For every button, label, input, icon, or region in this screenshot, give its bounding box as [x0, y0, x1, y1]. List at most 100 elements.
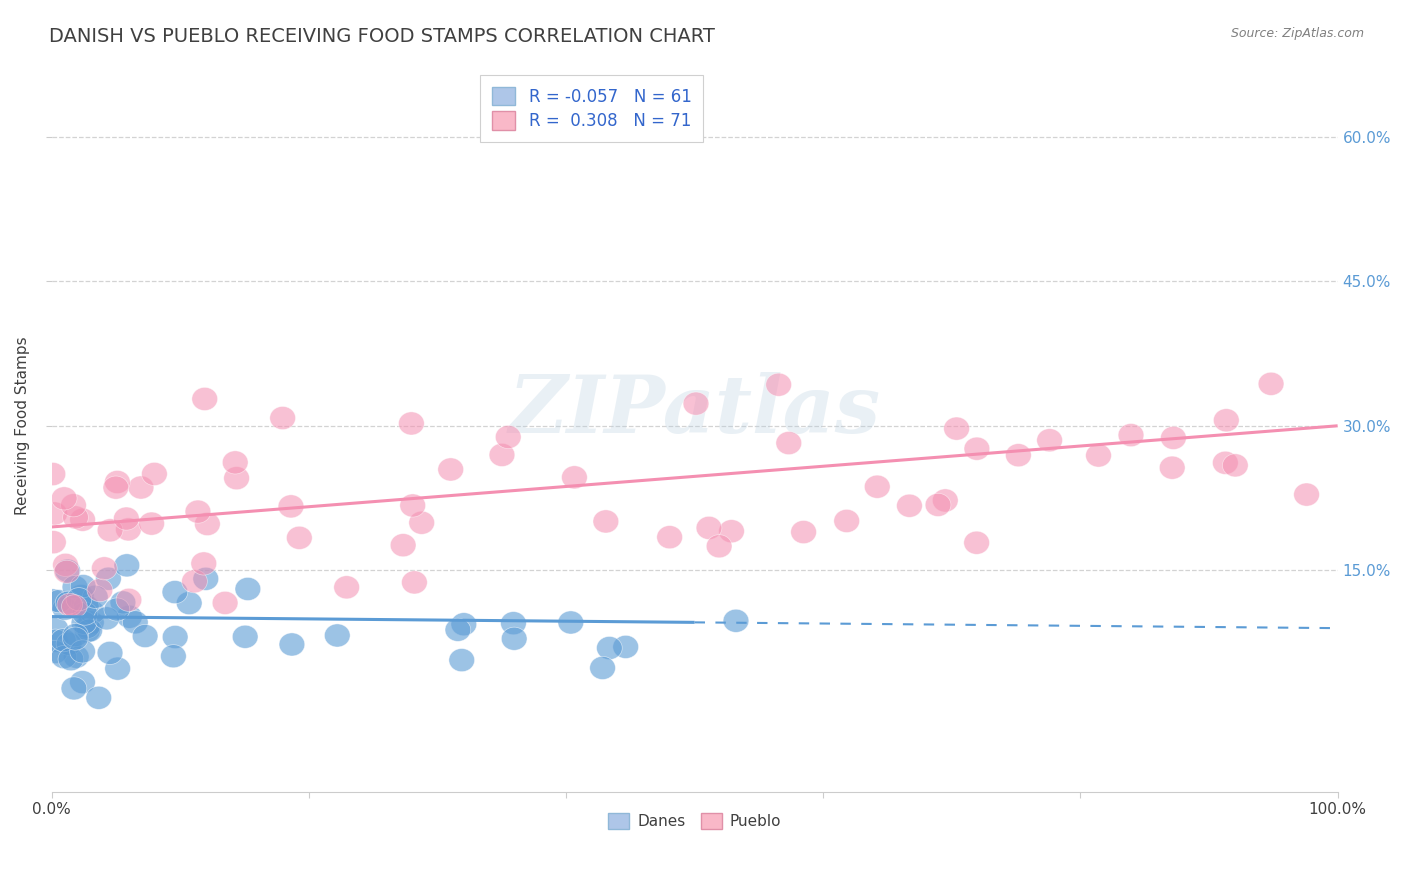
Ellipse shape [114, 554, 139, 577]
Ellipse shape [965, 437, 990, 460]
Ellipse shape [162, 581, 188, 604]
Ellipse shape [1160, 456, 1185, 479]
Ellipse shape [91, 557, 117, 580]
Ellipse shape [718, 520, 744, 543]
Ellipse shape [97, 641, 122, 665]
Ellipse shape [176, 591, 202, 615]
Ellipse shape [398, 412, 425, 435]
Ellipse shape [42, 629, 69, 652]
Ellipse shape [66, 588, 91, 611]
Ellipse shape [278, 633, 305, 656]
Ellipse shape [97, 519, 122, 541]
Ellipse shape [73, 595, 98, 618]
Ellipse shape [657, 525, 682, 549]
Ellipse shape [75, 615, 100, 639]
Ellipse shape [325, 624, 350, 647]
Ellipse shape [105, 657, 131, 681]
Ellipse shape [52, 597, 77, 620]
Ellipse shape [55, 591, 82, 615]
Ellipse shape [117, 605, 142, 628]
Ellipse shape [42, 640, 67, 664]
Ellipse shape [399, 494, 426, 517]
Ellipse shape [60, 493, 86, 516]
Ellipse shape [63, 624, 89, 647]
Ellipse shape [128, 476, 153, 499]
Ellipse shape [589, 657, 616, 680]
Ellipse shape [72, 611, 97, 634]
Ellipse shape [451, 613, 477, 636]
Ellipse shape [115, 517, 141, 541]
Ellipse shape [80, 601, 105, 624]
Ellipse shape [489, 443, 515, 467]
Ellipse shape [87, 579, 112, 602]
Ellipse shape [70, 508, 96, 532]
Ellipse shape [446, 618, 471, 641]
Ellipse shape [51, 646, 77, 669]
Ellipse shape [683, 392, 709, 415]
Ellipse shape [1258, 372, 1284, 395]
Text: ZIPatlas: ZIPatlas [509, 372, 880, 450]
Ellipse shape [224, 467, 249, 490]
Ellipse shape [561, 466, 588, 489]
Ellipse shape [776, 432, 801, 455]
Ellipse shape [191, 387, 218, 410]
Ellipse shape [1294, 483, 1319, 506]
Ellipse shape [501, 612, 526, 635]
Ellipse shape [41, 531, 66, 554]
Ellipse shape [63, 506, 89, 529]
Ellipse shape [142, 462, 167, 485]
Y-axis label: Receiving Food Stamps: Receiving Food Stamps [15, 336, 30, 515]
Ellipse shape [593, 510, 619, 533]
Ellipse shape [1118, 424, 1144, 447]
Ellipse shape [39, 462, 66, 485]
Ellipse shape [63, 645, 89, 668]
Ellipse shape [94, 607, 120, 630]
Ellipse shape [437, 458, 464, 481]
Ellipse shape [766, 373, 792, 396]
Ellipse shape [160, 645, 186, 668]
Ellipse shape [222, 450, 247, 474]
Ellipse shape [897, 494, 922, 517]
Ellipse shape [1213, 409, 1239, 432]
Ellipse shape [235, 577, 260, 600]
Ellipse shape [558, 611, 583, 634]
Ellipse shape [86, 686, 111, 709]
Ellipse shape [39, 589, 66, 612]
Ellipse shape [62, 627, 89, 650]
Ellipse shape [51, 629, 76, 652]
Ellipse shape [613, 635, 638, 658]
Ellipse shape [83, 585, 108, 608]
Ellipse shape [270, 407, 295, 430]
Ellipse shape [51, 487, 77, 510]
Ellipse shape [56, 593, 83, 616]
Ellipse shape [706, 534, 733, 558]
Ellipse shape [1222, 454, 1249, 477]
Ellipse shape [53, 560, 80, 583]
Ellipse shape [56, 632, 82, 656]
Ellipse shape [110, 591, 136, 614]
Ellipse shape [69, 584, 94, 607]
Ellipse shape [186, 500, 211, 524]
Ellipse shape [117, 589, 142, 611]
Ellipse shape [132, 624, 157, 648]
Ellipse shape [1160, 426, 1187, 450]
Ellipse shape [104, 470, 131, 493]
Ellipse shape [70, 574, 96, 598]
Ellipse shape [287, 526, 312, 549]
Ellipse shape [596, 637, 623, 659]
Ellipse shape [1005, 443, 1031, 467]
Ellipse shape [212, 591, 238, 615]
Ellipse shape [96, 567, 121, 591]
Ellipse shape [925, 493, 950, 516]
Ellipse shape [932, 489, 957, 512]
Ellipse shape [834, 509, 859, 533]
Ellipse shape [77, 619, 103, 642]
Ellipse shape [62, 575, 87, 599]
Ellipse shape [495, 425, 522, 449]
Ellipse shape [502, 627, 527, 650]
Ellipse shape [42, 617, 69, 640]
Ellipse shape [58, 648, 84, 671]
Text: Source: ZipAtlas.com: Source: ZipAtlas.com [1230, 27, 1364, 40]
Ellipse shape [1212, 451, 1239, 475]
Ellipse shape [963, 531, 990, 554]
